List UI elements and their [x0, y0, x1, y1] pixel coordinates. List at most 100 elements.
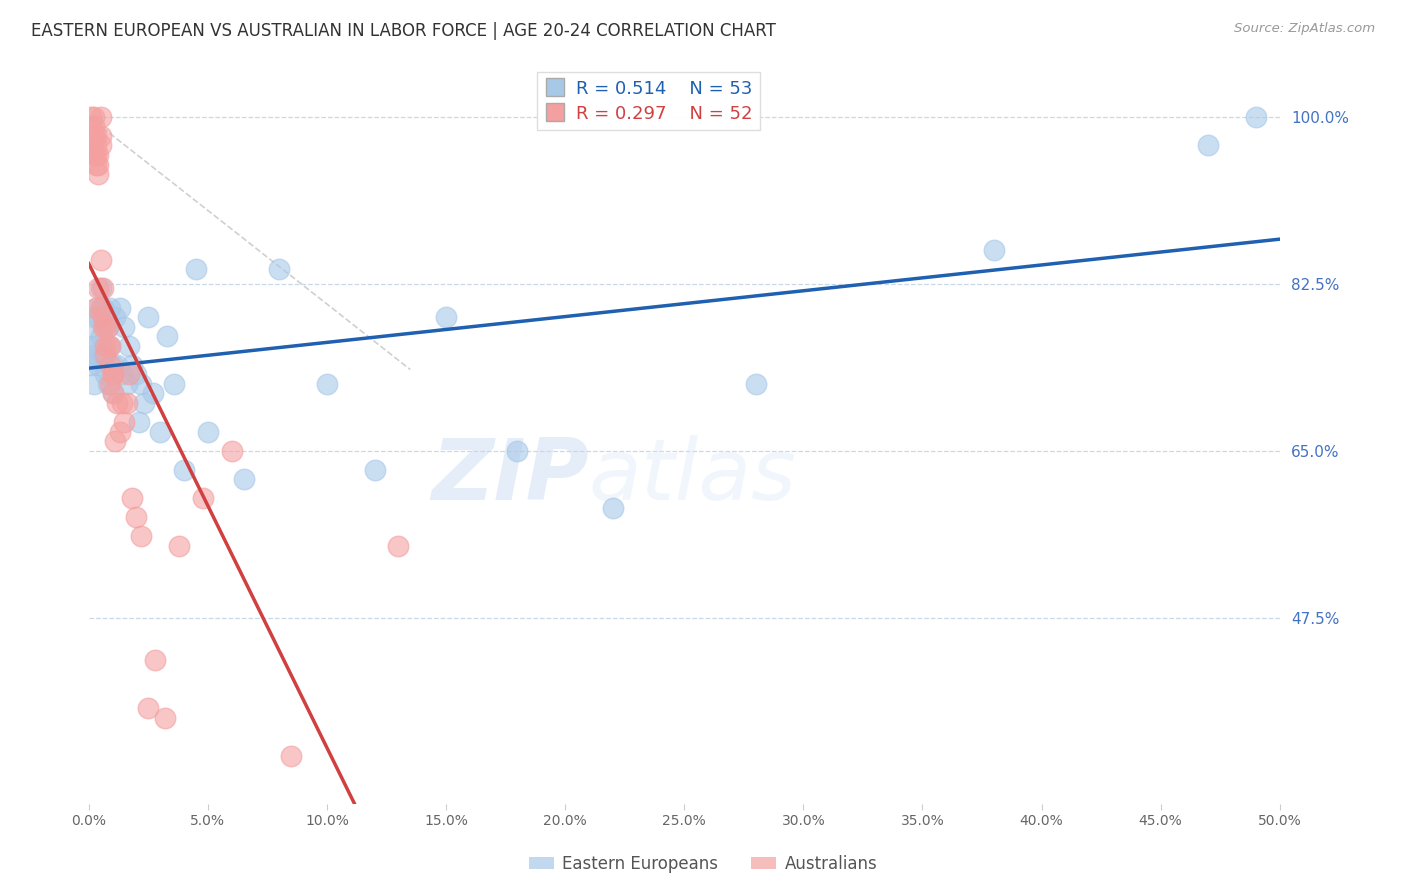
Point: [91, 281, 114, 295]
Point: [80, 110, 103, 124]
Point: [98, 339, 121, 353]
Point: [83, 148, 105, 162]
Point: [87, 157, 110, 171]
Point: [98, 301, 121, 315]
Point: [80, 319, 103, 334]
Point: [125, 368, 148, 382]
Point: [97, 376, 120, 391]
Point: [1197, 138, 1219, 153]
Point: [90, 281, 112, 295]
Point: [114, 415, 136, 429]
Point: [156, 329, 179, 343]
Point: [84, 128, 107, 143]
Point: [83, 376, 105, 391]
Point: [80, 339, 103, 353]
Point: [153, 711, 176, 725]
Point: [101, 386, 124, 401]
Point: [983, 244, 1005, 258]
Point: [87, 148, 110, 162]
Point: [129, 529, 152, 543]
Point: [121, 358, 143, 372]
Point: [118, 339, 141, 353]
Point: [197, 425, 219, 439]
Point: [232, 472, 254, 486]
Point: [280, 748, 302, 763]
Point: [387, 539, 409, 553]
Point: [191, 491, 214, 506]
Text: ZIP: ZIP: [432, 434, 589, 517]
Point: [80, 358, 103, 372]
Point: [173, 463, 195, 477]
Point: [104, 310, 127, 325]
Point: [121, 491, 143, 506]
Point: [184, 262, 207, 277]
Point: [90, 110, 112, 124]
Point: [83, 128, 105, 143]
Point: [118, 368, 141, 382]
Point: [83, 120, 105, 134]
Point: [136, 310, 159, 325]
Point: [87, 167, 110, 181]
Point: [87, 281, 110, 295]
Point: [87, 358, 110, 372]
Point: [105, 358, 128, 372]
Point: [80, 120, 103, 134]
Point: [167, 539, 190, 553]
Point: [91, 348, 114, 362]
Point: [114, 319, 136, 334]
Point: [87, 310, 110, 325]
Point: [80, 138, 103, 153]
Point: [90, 252, 112, 267]
Point: [115, 376, 138, 391]
Point: [94, 348, 117, 362]
Point: [1244, 110, 1267, 124]
Point: [434, 310, 457, 325]
Point: [111, 396, 134, 410]
Point: [105, 396, 128, 410]
Point: [115, 396, 138, 410]
Point: [316, 376, 339, 391]
Point: [163, 376, 186, 391]
Point: [91, 319, 114, 334]
Text: Source: ZipAtlas.com: Source: ZipAtlas.com: [1234, 22, 1375, 36]
Point: [91, 301, 114, 315]
Point: [90, 128, 112, 143]
Point: [506, 443, 529, 458]
Point: [83, 110, 105, 124]
Point: [101, 368, 124, 382]
Point: [744, 376, 766, 391]
Point: [101, 386, 124, 401]
Point: [84, 138, 107, 153]
Point: [84, 301, 107, 315]
Point: [108, 301, 131, 315]
Point: [98, 358, 121, 372]
Point: [142, 386, 165, 401]
Point: [125, 510, 148, 524]
Point: [90, 301, 112, 315]
Point: [136, 701, 159, 715]
Point: [94, 319, 117, 334]
Legend: R = 0.514    N = 53, R = 0.297    N = 52: R = 0.514 N = 53, R = 0.297 N = 52: [537, 72, 761, 130]
Point: [97, 319, 120, 334]
Point: [108, 425, 131, 439]
Point: [83, 348, 105, 362]
Point: [83, 310, 105, 325]
Point: [98, 339, 121, 353]
Point: [129, 376, 152, 391]
Point: [269, 262, 291, 277]
Point: [94, 339, 117, 353]
Point: [94, 310, 117, 325]
Point: [132, 396, 155, 410]
Point: [84, 339, 107, 353]
Point: [111, 368, 134, 382]
Point: [149, 425, 172, 439]
Point: [94, 368, 117, 382]
Point: [145, 653, 167, 667]
Point: [128, 415, 150, 429]
Point: [221, 443, 243, 458]
Point: [363, 463, 385, 477]
Point: [602, 500, 624, 515]
Point: [91, 310, 114, 325]
Point: [104, 434, 127, 449]
Point: [101, 358, 124, 372]
